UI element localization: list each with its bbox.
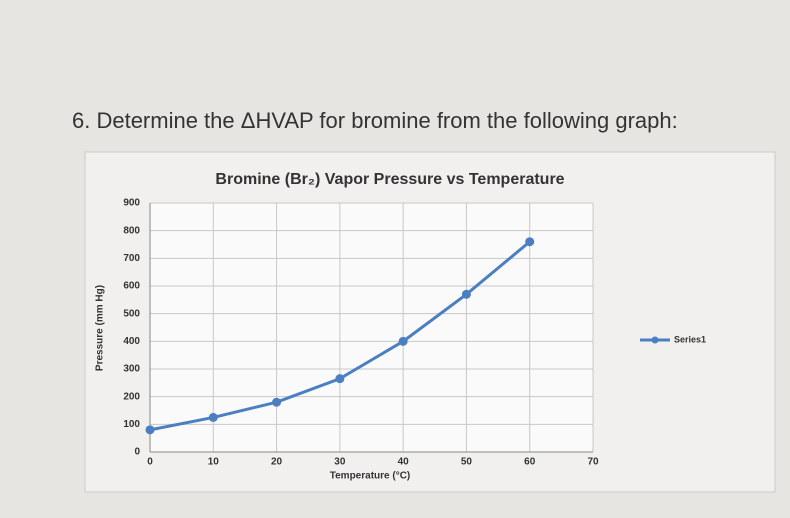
- y-tick-label: 0: [134, 447, 140, 458]
- x-tick-label: 50: [461, 457, 473, 468]
- y-tick-label: 600: [123, 281, 140, 292]
- legend-marker: [651, 336, 659, 344]
- data-point: [525, 237, 535, 247]
- data-point: [145, 425, 155, 435]
- y-tick-label: 200: [123, 391, 140, 402]
- data-point: [272, 397, 282, 407]
- x-tick-label: 0: [147, 457, 153, 468]
- x-tick-label: 40: [398, 457, 410, 468]
- question: 6. Determine the ΔHVAP for bromine from …: [72, 108, 678, 133]
- x-tick-label: 30: [334, 457, 346, 468]
- x-tick-label: 70: [587, 457, 599, 468]
- plot-area: [150, 203, 593, 452]
- y-tick-label: 700: [123, 253, 140, 264]
- y-tick-label: 300: [123, 364, 140, 375]
- x-axis-label: Temperature (°C): [330, 471, 411, 482]
- y-tick-label: 800: [123, 225, 140, 236]
- data-point: [335, 374, 345, 384]
- data-point: [398, 336, 408, 346]
- y-tick-label: 500: [123, 308, 140, 319]
- y-axis-label: Pressure (mm Hg): [95, 285, 106, 371]
- data-point: [461, 289, 471, 299]
- legend-label: Series1: [674, 334, 706, 344]
- x-tick-label: 20: [271, 457, 283, 468]
- y-tick-label: 400: [123, 336, 140, 347]
- y-tick-label: 900: [123, 198, 140, 209]
- x-tick-label: 10: [208, 457, 220, 468]
- x-tick-label: 60: [524, 457, 536, 468]
- y-tick-label: 100: [123, 419, 140, 430]
- data-point: [208, 412, 218, 422]
- chart-title: Bromine (Br₂) Vapor Pressure vs Temperat…: [215, 171, 564, 188]
